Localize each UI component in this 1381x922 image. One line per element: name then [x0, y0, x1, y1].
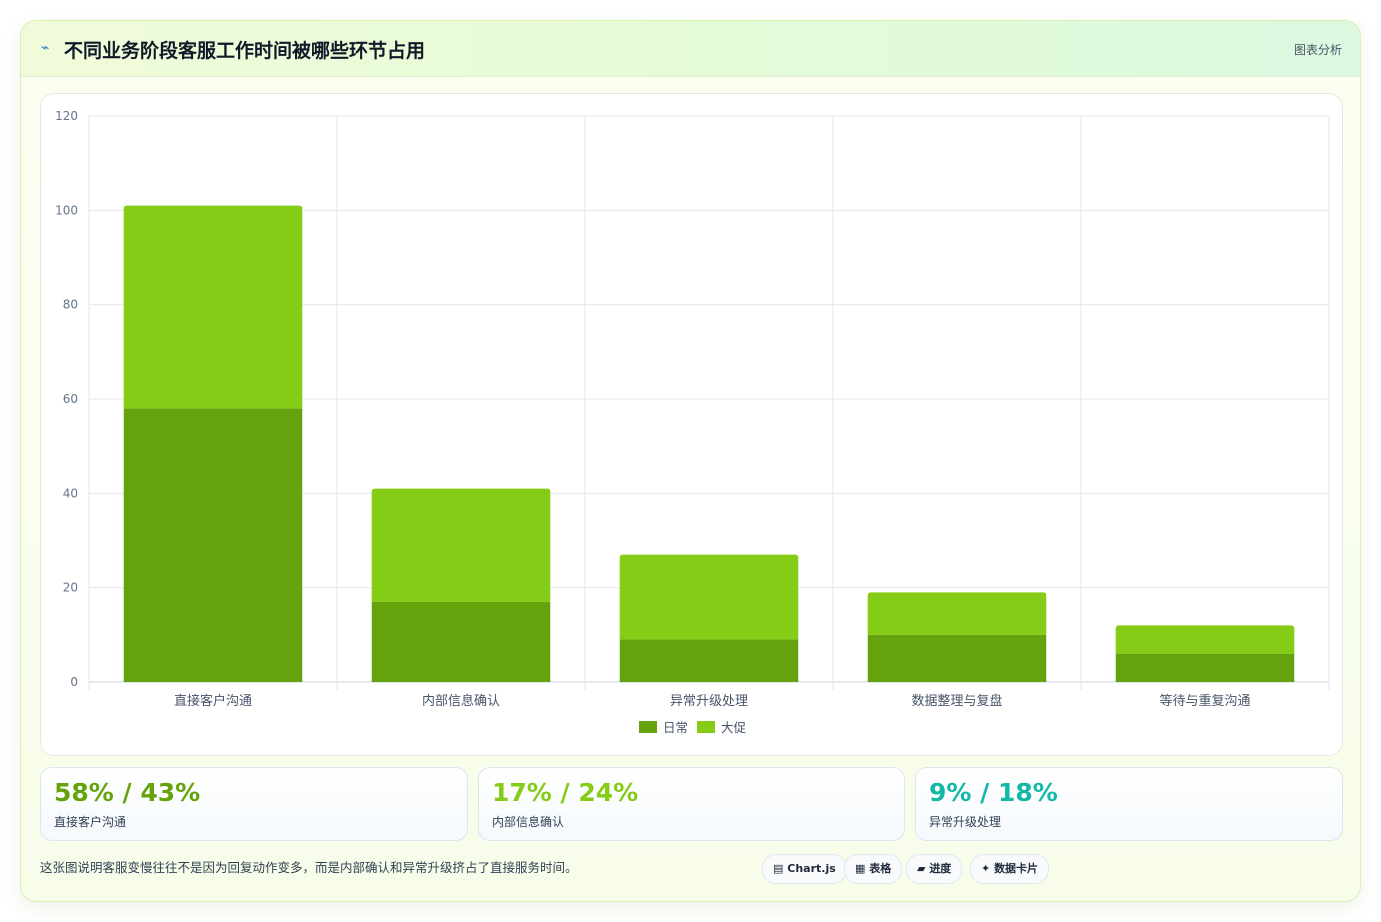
chip-table[interactable]: ▦ 表格	[844, 854, 903, 884]
tech-chips: ▤ Chart.js ▦ 表格 ▰ 进度 ✦ 数据卡片	[762, 854, 1050, 884]
y-tick-label: 0	[70, 675, 78, 689]
y-tick-label: 60	[63, 392, 78, 406]
sparkle-icon: ⌁	[41, 40, 50, 56]
bar-segment	[1115, 625, 1295, 654]
stat-value: 9% / 18%	[929, 778, 1058, 807]
bar-segment	[619, 554, 799, 640]
footnote: 这张图说明客服变慢往往不是因为回复动作变多，而是内部确认和异常升级挤占了直接服务…	[40, 860, 578, 875]
y-tick-label: 100	[55, 203, 78, 217]
bar-segment	[1115, 653, 1295, 682]
card-title: 不同业务阶段客服工作时间被哪些环节占用	[64, 40, 426, 62]
stat-card-3: 9% / 18% 异常升级处理	[915, 767, 1343, 841]
card-header: ⌁ 不同业务阶段客服工作时间被哪些环节占用 图表分析	[21, 21, 1360, 77]
y-tick-label: 20	[63, 581, 78, 595]
card-icon: ✦	[981, 862, 991, 875]
stat-label: 内部信息确认	[492, 815, 565, 829]
chip-progress[interactable]: ▰ 进度	[906, 854, 963, 884]
x-tick-label: 等待与重复沟通	[1159, 693, 1250, 709]
stat-value: 17% / 24%	[492, 778, 639, 807]
table-icon: ▦	[855, 862, 866, 875]
chart-icon: ▤	[773, 862, 784, 875]
chip-label: 表格	[869, 862, 892, 875]
y-tick-label: 80	[63, 298, 78, 312]
chip-data-card[interactable]: ✦ 数据卡片	[970, 854, 1050, 884]
stat-value: 58% / 43%	[54, 778, 201, 807]
chip-label: 进度	[929, 862, 952, 875]
chip-chartjs[interactable]: ▤ Chart.js	[762, 854, 847, 884]
bar-segment	[123, 205, 303, 409]
bar-segment	[123, 408, 303, 682]
bar-segment	[371, 488, 551, 602]
legend-label: 日常	[663, 720, 688, 735]
chip-label: 数据卡片	[994, 862, 1039, 875]
x-tick-label: 数据整理与复盘	[911, 693, 1002, 709]
chart-panel: 0 20 40 60 80 100 120 直接客户沟通 内部信息确认 异常升级处理 数据整理与复盘…	[40, 93, 1343, 756]
chip-label: Chart.js	[787, 862, 836, 875]
x-tick-label: 直接客户沟通	[174, 693, 252, 709]
stat-card-1: 58% / 43% 直接客户沟通	[40, 767, 468, 841]
x-tick-label: 内部信息确认	[422, 693, 500, 709]
stat-label: 异常升级处理	[929, 815, 1002, 829]
bar-segment	[867, 634, 1047, 682]
legend-swatch	[697, 721, 715, 733]
stat-label: 直接客户沟通	[54, 815, 127, 829]
bar-segment	[371, 601, 551, 682]
bar-segment	[619, 639, 799, 682]
bar-segment	[867, 592, 1047, 635]
stacked-bar-chart: 0 20 40 60 80 100 120 直接客户沟通 内部信息确认 异常升级处理 数据整理与复盘…	[55, 109, 1330, 735]
y-tick-label: 40	[63, 486, 78, 500]
y-tick-label: 120	[55, 109, 78, 123]
progress-icon: ▰	[917, 862, 926, 875]
legend-label: 大促	[721, 720, 747, 735]
x-tick-label: 异常升级处理	[670, 694, 748, 709]
card-tag: 图表分析	[1293, 43, 1342, 57]
legend-swatch	[639, 721, 657, 733]
chart-card: ⌁ 不同业务阶段客服工作时间被哪些环节占用 图表分析 0 20 40 60 80 100 1…	[20, 20, 1361, 902]
stat-card-2: 17% / 24% 内部信息确认	[478, 767, 905, 841]
